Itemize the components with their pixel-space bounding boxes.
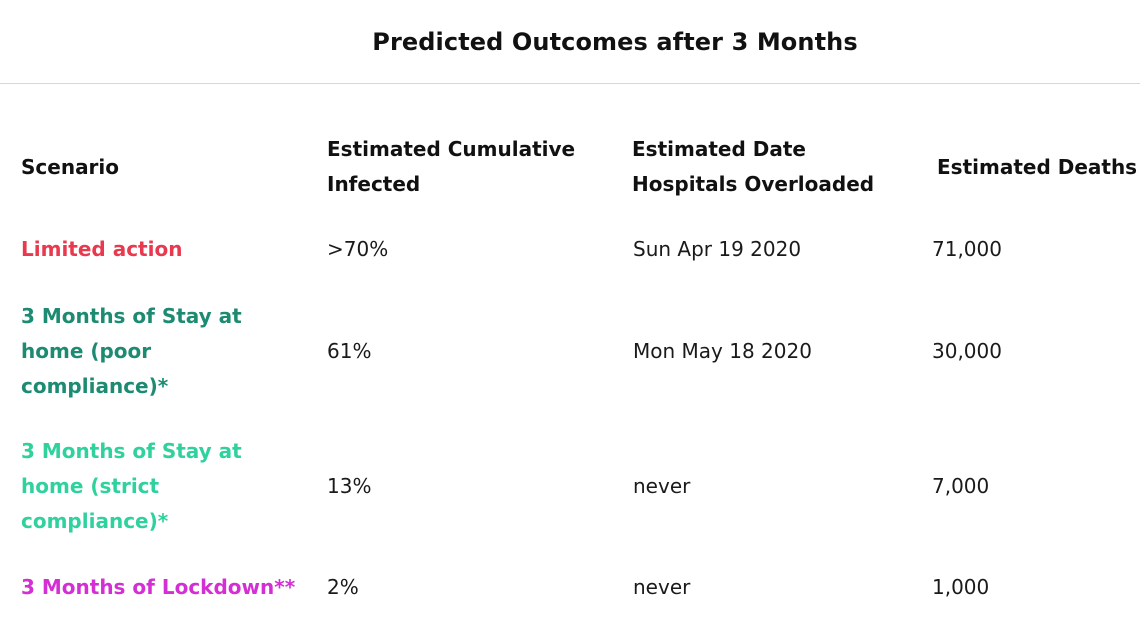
table-row: 3 Months of Stay at home (poor complianc… xyxy=(0,299,1140,404)
hospitals-overloaded-value: never xyxy=(633,574,691,599)
scenario-stay-home-strict: 3 Months of Stay at home (strict complia… xyxy=(0,434,306,539)
column-header-hospitals-overloaded: Estimated Date Hospitals Overloaded xyxy=(632,137,875,196)
deaths-value: 1,000 xyxy=(932,574,990,599)
column-header-infected: Estimated Cumulative Infected xyxy=(327,137,576,196)
deaths-value: 30,000 xyxy=(932,339,1002,363)
infected-value: 13% xyxy=(327,474,372,498)
infected-value: 61% xyxy=(327,339,372,363)
hospitals-overloaded-value: Mon May 18 2020 xyxy=(633,339,812,363)
scenario-label: 3 Months of Stay at home (poor complianc… xyxy=(21,304,242,398)
table-header-row: Scenario Estimated Cumulative Infected E… xyxy=(0,84,1140,250)
page-title: Predicted Outcomes after 3 Months xyxy=(372,27,858,56)
column-header-scenario: Scenario xyxy=(21,154,120,179)
scenario-lockdown: 3 Months of Lockdown** xyxy=(0,569,306,605)
outcomes-table-body: Limited action >70% Sun Apr 19 2020 71,0… xyxy=(0,231,1140,605)
infected-value: 2% xyxy=(327,574,359,599)
title-bar: Predicted Outcomes after 3 Months xyxy=(0,0,1140,84)
column-header-deaths: Estimated Deaths xyxy=(937,154,1138,179)
deaths-value: 7,000 xyxy=(932,474,990,498)
scenario-label: 3 Months of Lockdown** xyxy=(21,574,296,599)
scenario-stay-home-poor: 3 Months of Stay at home (poor complianc… xyxy=(0,299,306,404)
table-row: 3 Months of Lockdown** 2% never 1,000 xyxy=(0,569,1140,605)
hospitals-overloaded-value: never xyxy=(633,474,691,498)
outcomes-table: Scenario Estimated Cumulative Infected E… xyxy=(0,84,1140,250)
table-row: 3 Months of Stay at home (strict complia… xyxy=(0,434,1140,539)
scenario-label: 3 Months of Stay at home (strict complia… xyxy=(21,439,242,533)
